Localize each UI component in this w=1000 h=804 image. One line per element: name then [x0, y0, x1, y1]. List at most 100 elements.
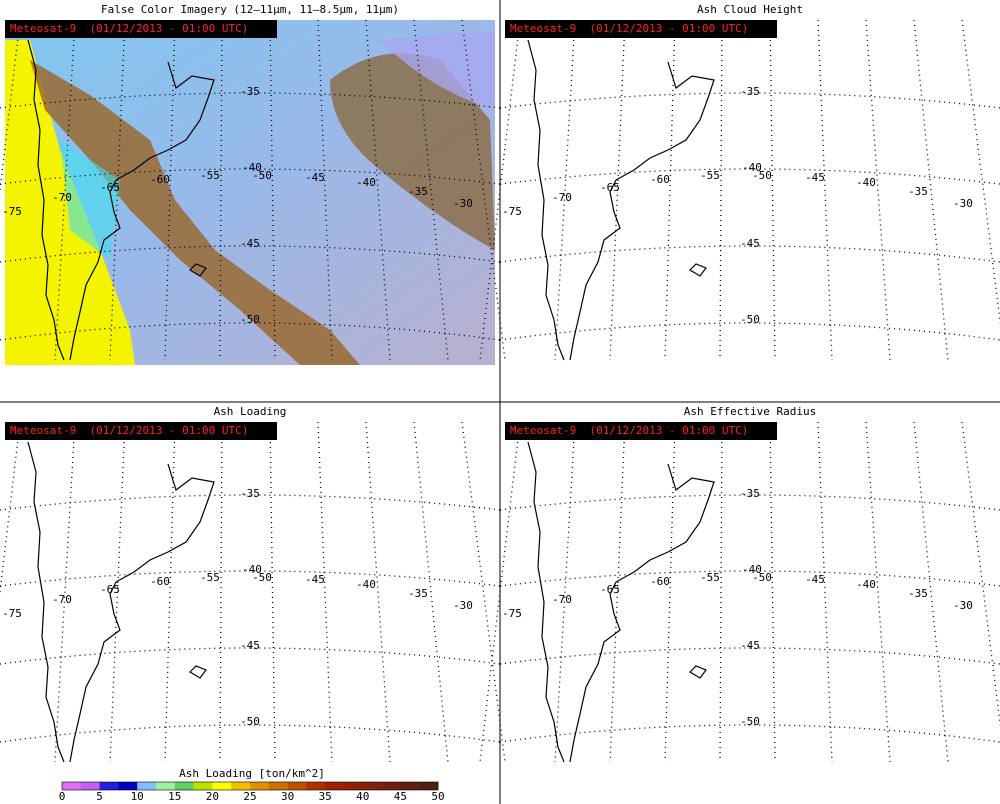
colorbar-tick-label: 30	[281, 790, 294, 803]
lat-label: -45	[240, 237, 260, 250]
lon-label: -75	[2, 607, 22, 620]
lon-label: -35	[908, 587, 928, 600]
lat-label: -40	[242, 161, 262, 174]
colorbar-swatch	[62, 782, 82, 790]
lat-label: -35	[740, 85, 760, 98]
panel-title: Ash Cloud Height	[697, 3, 803, 16]
colorbar-swatch	[306, 782, 326, 790]
lon-label: -55	[700, 169, 720, 182]
colorbar-title: Ash Loading [ton/km^2]	[179, 767, 325, 780]
lon-label: -45	[305, 573, 325, 586]
colorbar-tick-label: 10	[131, 790, 144, 803]
lon-label: -70	[552, 191, 572, 204]
lat-label: -40	[742, 161, 762, 174]
timestamp: Meteosat-9 (01/12/2013 - 01:00 UTC)	[510, 424, 748, 437]
lat-label: -35	[240, 487, 260, 500]
colorbar-swatch	[156, 782, 176, 790]
lat-label: -50	[740, 715, 760, 728]
colorbar-tick-label: 15	[168, 790, 181, 803]
lat-label: -45	[740, 237, 760, 250]
colorbar-tick-label: 5	[96, 790, 103, 803]
lon-label: -50	[752, 169, 772, 182]
colorbar-swatch	[80, 782, 100, 790]
colorbar-swatch	[99, 782, 119, 790]
lon-label: -30	[453, 197, 473, 210]
lat-label: -45	[740, 639, 760, 652]
lon-label: -70	[52, 593, 72, 606]
lon-label: -30	[953, 599, 973, 612]
lon-label: -70	[52, 191, 72, 204]
colorbar-swatch	[268, 782, 288, 790]
colorbar-tick-label: 20	[206, 790, 219, 803]
timestamp: Meteosat-9 (01/12/2013 - 01:00 UTC)	[510, 22, 748, 35]
lon-label: -75	[2, 205, 22, 218]
lon-label: -40	[356, 176, 376, 189]
panel: -35 -40 -45 -50 -75 -70 -65 -60 -55 -50 -45 -40 -35 -…	[479, 405, 1000, 763]
panel: -35 -40 -45 -50 -75 -70 -65 -60 -55 -50 -45 -40 -35 -…	[479, 3, 1000, 361]
lon-label: -40	[856, 578, 876, 591]
timestamp-box	[505, 20, 777, 38]
lon-label: -45	[805, 171, 825, 184]
panel: -35 -40 -45 -50 -75 -70 -65 -60 -55 -50 -45 -40 -35 -…	[0, 405, 506, 803]
lon-label: -60	[650, 173, 670, 186]
timestamp-box	[5, 422, 277, 440]
colorbar-swatch	[193, 782, 213, 790]
panel-title: False Color Imagery (12–11µm, 11–8.5µm, …	[101, 3, 399, 16]
colorbar-swatch	[231, 782, 251, 790]
lon-label: -40	[356, 578, 376, 591]
panel: -35 -40 -45 -50 -75 -70 -65 -60 -55 -50 -45 -40 -35 -…	[0, 3, 506, 361]
colorbar-swatch	[325, 782, 345, 790]
lat-label: -50	[740, 313, 760, 326]
colorbar-swatch	[419, 782, 439, 790]
lon-label: -55	[700, 571, 720, 584]
lon-label: -30	[953, 197, 973, 210]
timestamp: Meteosat-9 (01/12/2013 - 01:00 UTC)	[10, 424, 248, 437]
lat-label: -45	[240, 639, 260, 652]
colorbar-frame	[61, 781, 439, 791]
colorbar-swatch	[344, 782, 364, 790]
lat-label: -35	[240, 85, 260, 98]
colorbar-swatch	[250, 782, 270, 790]
lon-label: -55	[200, 169, 220, 182]
lon-label: -65	[600, 181, 620, 194]
colorbar-swatch	[118, 782, 138, 790]
colorbar-swatch	[362, 782, 382, 790]
lon-label: -70	[552, 593, 572, 606]
panel-title: Ash Loading	[214, 405, 287, 418]
colorbar-tick-label: 50	[431, 790, 444, 803]
lon-label: -50	[752, 571, 772, 584]
timestamp-box	[5, 20, 277, 38]
lon-label: -35	[408, 185, 428, 198]
colorbar-tick-label: 35	[319, 790, 332, 803]
lat-label: -50	[240, 715, 260, 728]
lat-label: -50	[240, 313, 260, 326]
lon-label: -75	[502, 607, 522, 620]
colorbar-swatch	[400, 782, 420, 790]
false-color-image	[5, 20, 495, 365]
lon-label: -60	[150, 575, 170, 588]
lon-label: -65	[100, 181, 120, 194]
lon-label: -65	[100, 583, 120, 596]
colorbar-swatch	[287, 782, 307, 790]
lon-label: -30	[453, 599, 473, 612]
lat-label: -40	[742, 563, 762, 576]
panel-title: Ash Effective Radius	[684, 405, 816, 418]
lon-label: -55	[200, 571, 220, 584]
timestamp: Meteosat-9 (01/12/2013 - 01:00 UTC)	[10, 22, 248, 35]
map-grid	[0, 421, 506, 763]
lon-label: -45	[805, 573, 825, 586]
colorbar-swatch	[137, 782, 157, 790]
lon-label: -75	[502, 205, 522, 218]
lon-label: -60	[150, 173, 170, 186]
colorbar-swatch	[381, 782, 401, 790]
colorbar-swatch	[212, 782, 232, 790]
colorbar-swatch	[174, 782, 194, 790]
lon-label: -40	[856, 176, 876, 189]
lat-label: -35	[740, 487, 760, 500]
lon-label: -60	[650, 575, 670, 588]
lon-label: -45	[305, 171, 325, 184]
colorbar-tick-label: 25	[243, 790, 256, 803]
lat-label: -40	[242, 563, 262, 576]
